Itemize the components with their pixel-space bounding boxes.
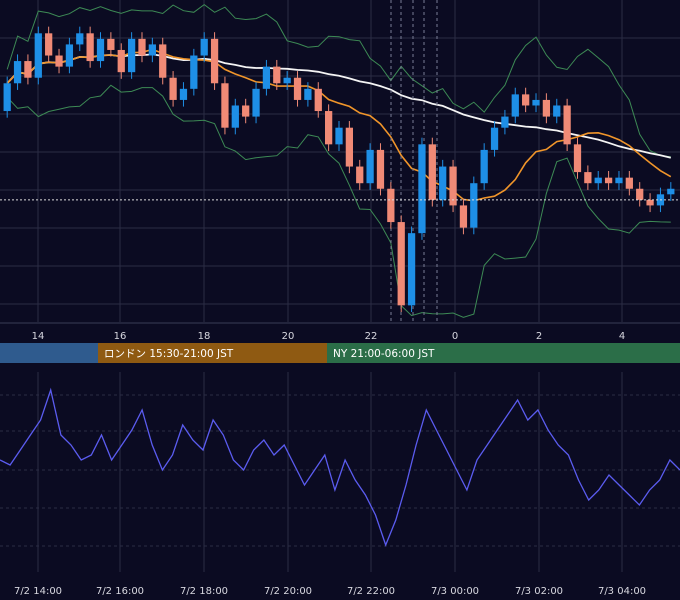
candle-body xyxy=(480,149,488,184)
candle-body xyxy=(356,166,364,184)
bollinger-upper-band xyxy=(6,3,671,158)
candle-body xyxy=(148,44,156,56)
price-x-tick-label: 18 xyxy=(198,331,211,342)
candle-body xyxy=(138,38,146,56)
oscillator-line xyxy=(0,387,680,547)
candle-body xyxy=(190,55,198,89)
candle-body xyxy=(490,127,499,150)
oscillator-x-tick-label: 7/3 02:00 xyxy=(515,586,563,597)
candle-body xyxy=(345,127,353,167)
candle-body xyxy=(573,144,582,173)
candle-body xyxy=(439,166,447,200)
candle-body xyxy=(13,61,22,84)
oscillator-x-tick-label: 7/3 00:00 xyxy=(431,586,479,597)
candle-body xyxy=(428,144,436,200)
candle-body xyxy=(615,177,623,184)
candle-body xyxy=(314,88,322,112)
candle-body xyxy=(604,177,613,184)
candle-body xyxy=(45,33,53,56)
candle-body xyxy=(65,44,74,67)
candle-body xyxy=(511,94,519,117)
candle-body xyxy=(86,33,94,62)
candle-body xyxy=(96,38,105,62)
candle-body xyxy=(376,149,385,189)
price-x-tick-label: 14 xyxy=(32,331,45,342)
price-x-tick-label: 0 xyxy=(452,331,458,342)
candle-body xyxy=(646,199,654,206)
oscillator-x-tick-label: 7/3 04:00 xyxy=(598,586,646,597)
candle-body xyxy=(221,83,229,128)
candle-body xyxy=(636,188,644,200)
candle-body xyxy=(283,77,291,84)
session-band xyxy=(0,343,98,363)
candle-body xyxy=(242,105,250,117)
price-x-tick-label: 2 xyxy=(536,331,542,342)
candle-body xyxy=(449,166,457,206)
candle-body xyxy=(594,177,602,184)
candle-body xyxy=(262,66,271,89)
candle-body xyxy=(252,88,260,117)
price-x-tick-label: 4 xyxy=(619,331,625,342)
candle-body xyxy=(55,55,63,67)
session-band xyxy=(98,343,327,363)
candle-body xyxy=(210,38,219,84)
session-label: ロンドン 15:30-21:00 JST xyxy=(104,348,234,360)
candle-body xyxy=(159,44,167,78)
candle-body xyxy=(584,172,592,184)
candle-body xyxy=(542,99,551,117)
session-label: NY 21:00-06:00 JST xyxy=(333,348,435,360)
candle-body xyxy=(501,116,509,128)
candle-body xyxy=(24,61,32,78)
candle-body xyxy=(293,77,302,100)
candle-body xyxy=(76,33,84,45)
session-band xyxy=(327,343,680,363)
candle-body xyxy=(127,38,136,73)
candle-body xyxy=(3,83,11,112)
oscillator-x-tick-label: 7/2 20:00 xyxy=(264,586,312,597)
candle-body xyxy=(563,105,571,145)
candle-body xyxy=(407,233,416,306)
oscillator-x-tick-label: 7/2 22:00 xyxy=(347,586,395,597)
candle-body xyxy=(107,38,115,50)
candle-body xyxy=(553,105,561,117)
candle-body xyxy=(532,99,540,106)
candle-body xyxy=(179,88,188,100)
candle-body xyxy=(470,183,478,228)
candle-body xyxy=(335,127,343,145)
candle-body xyxy=(325,111,333,145)
candle-body xyxy=(397,222,405,306)
oscillator-x-tick-label: 7/2 18:00 xyxy=(180,586,228,597)
candle-body xyxy=(522,94,530,106)
candle-body xyxy=(625,177,633,189)
price-x-tick-label: 20 xyxy=(282,331,295,342)
candle-body xyxy=(366,149,374,184)
candle-body xyxy=(273,66,281,84)
candle-body xyxy=(667,188,675,195)
price-x-tick-label: 22 xyxy=(365,331,378,342)
candle-body xyxy=(231,105,239,128)
oscillator-x-tick-label: 7/2 16:00 xyxy=(96,586,144,597)
candle-body xyxy=(200,38,208,56)
candle-body xyxy=(387,188,395,223)
candle-body xyxy=(459,205,468,228)
bollinger-lower-band xyxy=(6,84,671,318)
candle-body xyxy=(169,77,177,100)
candle-body xyxy=(418,144,426,234)
candle-body xyxy=(117,49,125,73)
candle-body xyxy=(34,33,42,78)
price-x-tick-label: 16 xyxy=(114,331,127,342)
candle-body xyxy=(304,88,312,100)
oscillator-x-tick-label: 7/2 14:00 xyxy=(14,586,62,597)
